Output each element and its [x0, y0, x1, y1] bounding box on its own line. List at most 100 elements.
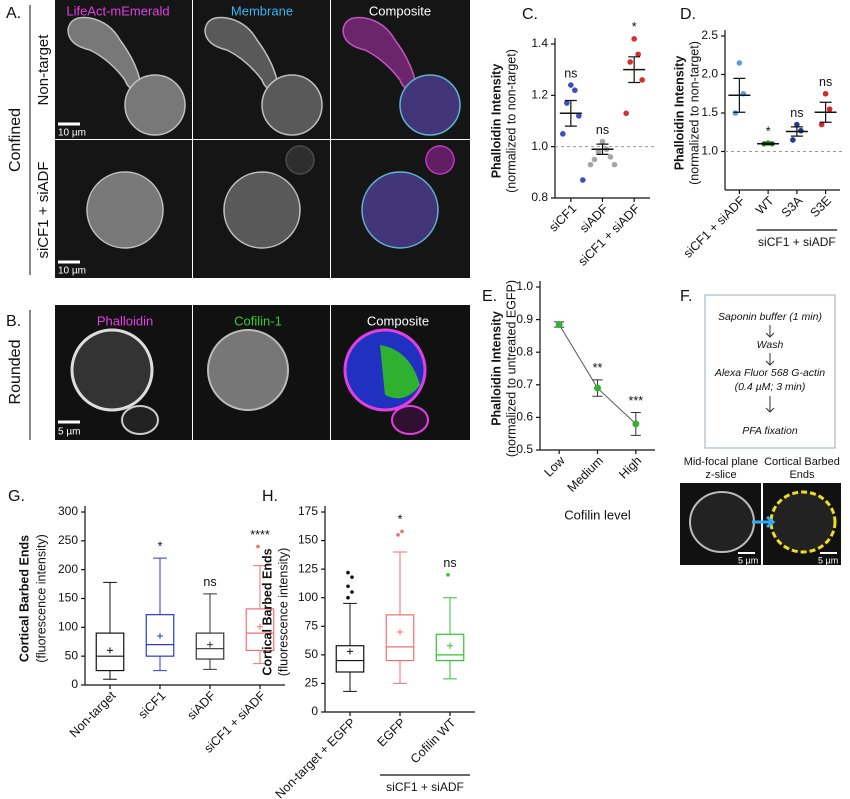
y-axis-label: Phalloidin Intensity [489, 311, 503, 426]
data-point [631, 36, 637, 42]
data-point [632, 420, 640, 428]
y-tick-label: 50 [65, 648, 79, 662]
arrow [765, 325, 775, 338]
y-tick-label: 125 [298, 561, 318, 575]
error-bar [733, 77, 746, 113]
protocol-step: Alexa Fluor 568 G-actin [714, 367, 825, 379]
data-point [639, 77, 645, 83]
significance: ns [564, 66, 577, 80]
whisker [253, 650, 267, 665]
outlier [350, 590, 354, 594]
cell [261, 74, 323, 136]
mean-marker [447, 642, 453, 649]
outlier [256, 544, 260, 549]
y-tick-label: 100 [58, 620, 78, 634]
x-tick-label: Non-target [67, 688, 119, 740]
data-point [580, 177, 586, 183]
panel-label: D. [680, 6, 696, 23]
whisker [203, 659, 217, 670]
y-tick-label: 150 [58, 591, 78, 605]
y-tick-label: 2.5 [701, 28, 718, 42]
whisker [153, 557, 167, 615]
y-axis-label: Cortical Barbed Ends [17, 535, 31, 662]
cell-outline [769, 490, 837, 554]
protocol-step: Wash [757, 339, 784, 351]
protocol-step: PFA fixation [742, 425, 798, 437]
y-axis-label: Cortical Barbed Ends [260, 548, 274, 675]
cells [67, 16, 461, 249]
cell [361, 171, 439, 249]
panel-label: H. [262, 488, 278, 505]
x-tick-label: siADF [184, 688, 218, 722]
column-title: LifeAct-mEmerald [66, 3, 169, 18]
cell [70, 328, 154, 412]
data-point [611, 161, 618, 168]
significance: * [766, 124, 771, 138]
scale-bar-label: 5 µm [818, 555, 838, 565]
y-tick-label: 250 [58, 533, 78, 547]
whisker [103, 670, 117, 680]
y-tick-label: 150 [298, 533, 318, 547]
data-point [732, 110, 739, 116]
box [195, 632, 225, 660]
arrow [765, 396, 775, 413]
column-title: Composite [367, 313, 429, 328]
outlier [396, 533, 400, 537]
column-title: Composite [369, 3, 431, 18]
mean-marker [257, 623, 263, 630]
significance: ns [790, 106, 803, 120]
data-point [826, 106, 833, 112]
whisker [103, 581, 117, 634]
data-point [560, 131, 566, 137]
outlier [446, 573, 450, 577]
mean-marker [207, 641, 213, 648]
y-tick-label: 0.8 [531, 190, 548, 204]
y-axis-label: (normalized to untreated EGFP) [504, 280, 518, 457]
condition-label: Confined [7, 108, 24, 172]
image-label: Cortical Barbed [764, 456, 840, 468]
y-tick-label: 200 [58, 562, 78, 576]
box [385, 614, 415, 662]
x-tick-label: siCF1 [135, 689, 168, 722]
image-label: z-slice [705, 469, 736, 481]
y-tick-label: 0.9 [516, 312, 533, 326]
significance: *** [629, 394, 644, 408]
x-tick-label: S3A [779, 193, 806, 220]
significance: ns [443, 556, 456, 570]
whisker [343, 602, 357, 646]
x-tick-label: siCF1 [546, 202, 579, 235]
whisker [253, 565, 267, 609]
row-label: siCF1 + siADF [35, 161, 52, 258]
y-axis-label: (normalized to non-target) [504, 49, 518, 193]
whisker [443, 660, 457, 680]
image-label: Mid-focal plane [684, 456, 759, 468]
whisker [393, 660, 407, 684]
y-tick-label: 0.5 [516, 442, 533, 456]
image-row: Phalloidin Cofilin-1 Composite 5 µm [55, 305, 470, 440]
y-axis-label: (fluorescence intensity) [276, 548, 290, 677]
y-tick-label: 1.0 [516, 279, 533, 293]
error-bar [819, 101, 832, 123]
x-tick-label: High [616, 454, 644, 482]
whisker [153, 656, 167, 672]
data-point [595, 149, 602, 155]
column-title: Membrane [231, 3, 293, 18]
y-tick-label: 1.0 [531, 139, 548, 153]
significance: * [398, 513, 403, 527]
cell [121, 405, 159, 435]
y-tick-label: 1.5 [701, 105, 718, 119]
panel-label: A. [6, 5, 21, 22]
cofilin [380, 345, 420, 399]
y-tick-label: 0.6 [516, 410, 533, 424]
outlier [350, 575, 354, 579]
y-tick-label: 300 [58, 504, 78, 518]
data-point [564, 100, 570, 106]
mean-marker [157, 632, 163, 639]
error-bar [596, 143, 609, 155]
y-axis-label: (normalized to non-target) [687, 41, 701, 185]
outlier [346, 595, 350, 600]
y-tick-label: 1.4 [531, 36, 548, 50]
cell [399, 74, 461, 136]
